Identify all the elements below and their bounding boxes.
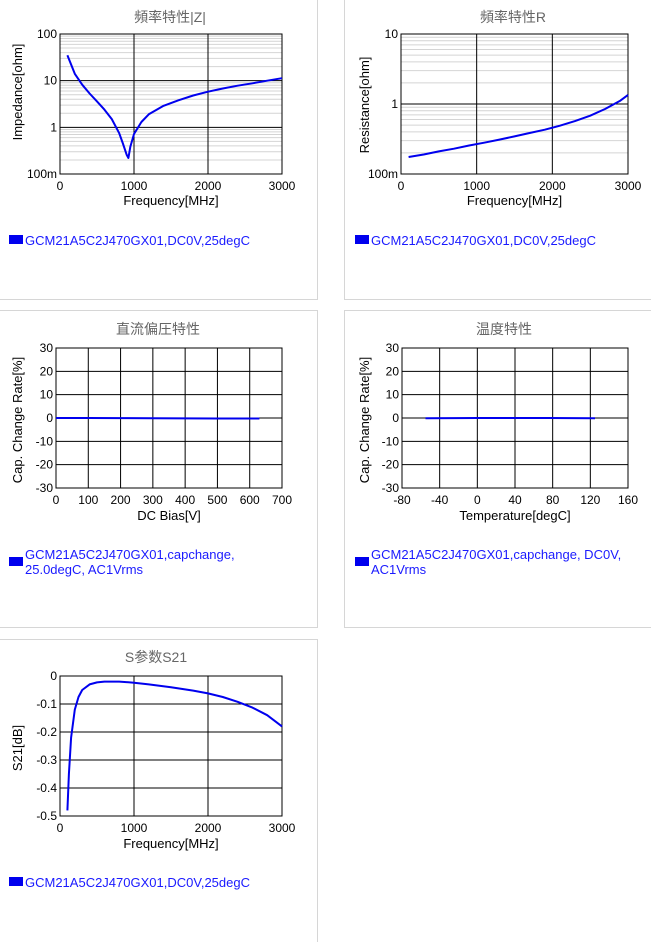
dc-bias-legend-label: GCM21A5C2J470GX01,capchange, 25.0degC, A…	[25, 547, 235, 577]
resistance-chart-panel	[344, 0, 651, 300]
s21-chart-panel	[0, 639, 318, 942]
s21-legend-label: GCM21A5C2J470GX01,DC0V,25degC	[25, 875, 250, 890]
resistance-legend-swatch	[355, 235, 369, 244]
temperature-legend-swatch	[355, 557, 369, 566]
impedance-chart-panel	[0, 0, 318, 300]
impedance-legend-swatch	[9, 235, 23, 244]
resistance-legend-label: GCM21A5C2J470GX01,DC0V,25degC	[371, 233, 596, 248]
impedance-legend-label: GCM21A5C2J470GX01,DC0V,25degC	[25, 233, 250, 248]
temperature-legend-label: GCM21A5C2J470GX01,capchange, DC0V, AC1Vr…	[371, 547, 621, 577]
temperature-chart-panel	[344, 310, 651, 628]
dc-bias-chart-panel	[0, 310, 318, 628]
s21-legend-swatch	[9, 877, 23, 886]
dc-bias-legend-swatch	[9, 557, 23, 566]
